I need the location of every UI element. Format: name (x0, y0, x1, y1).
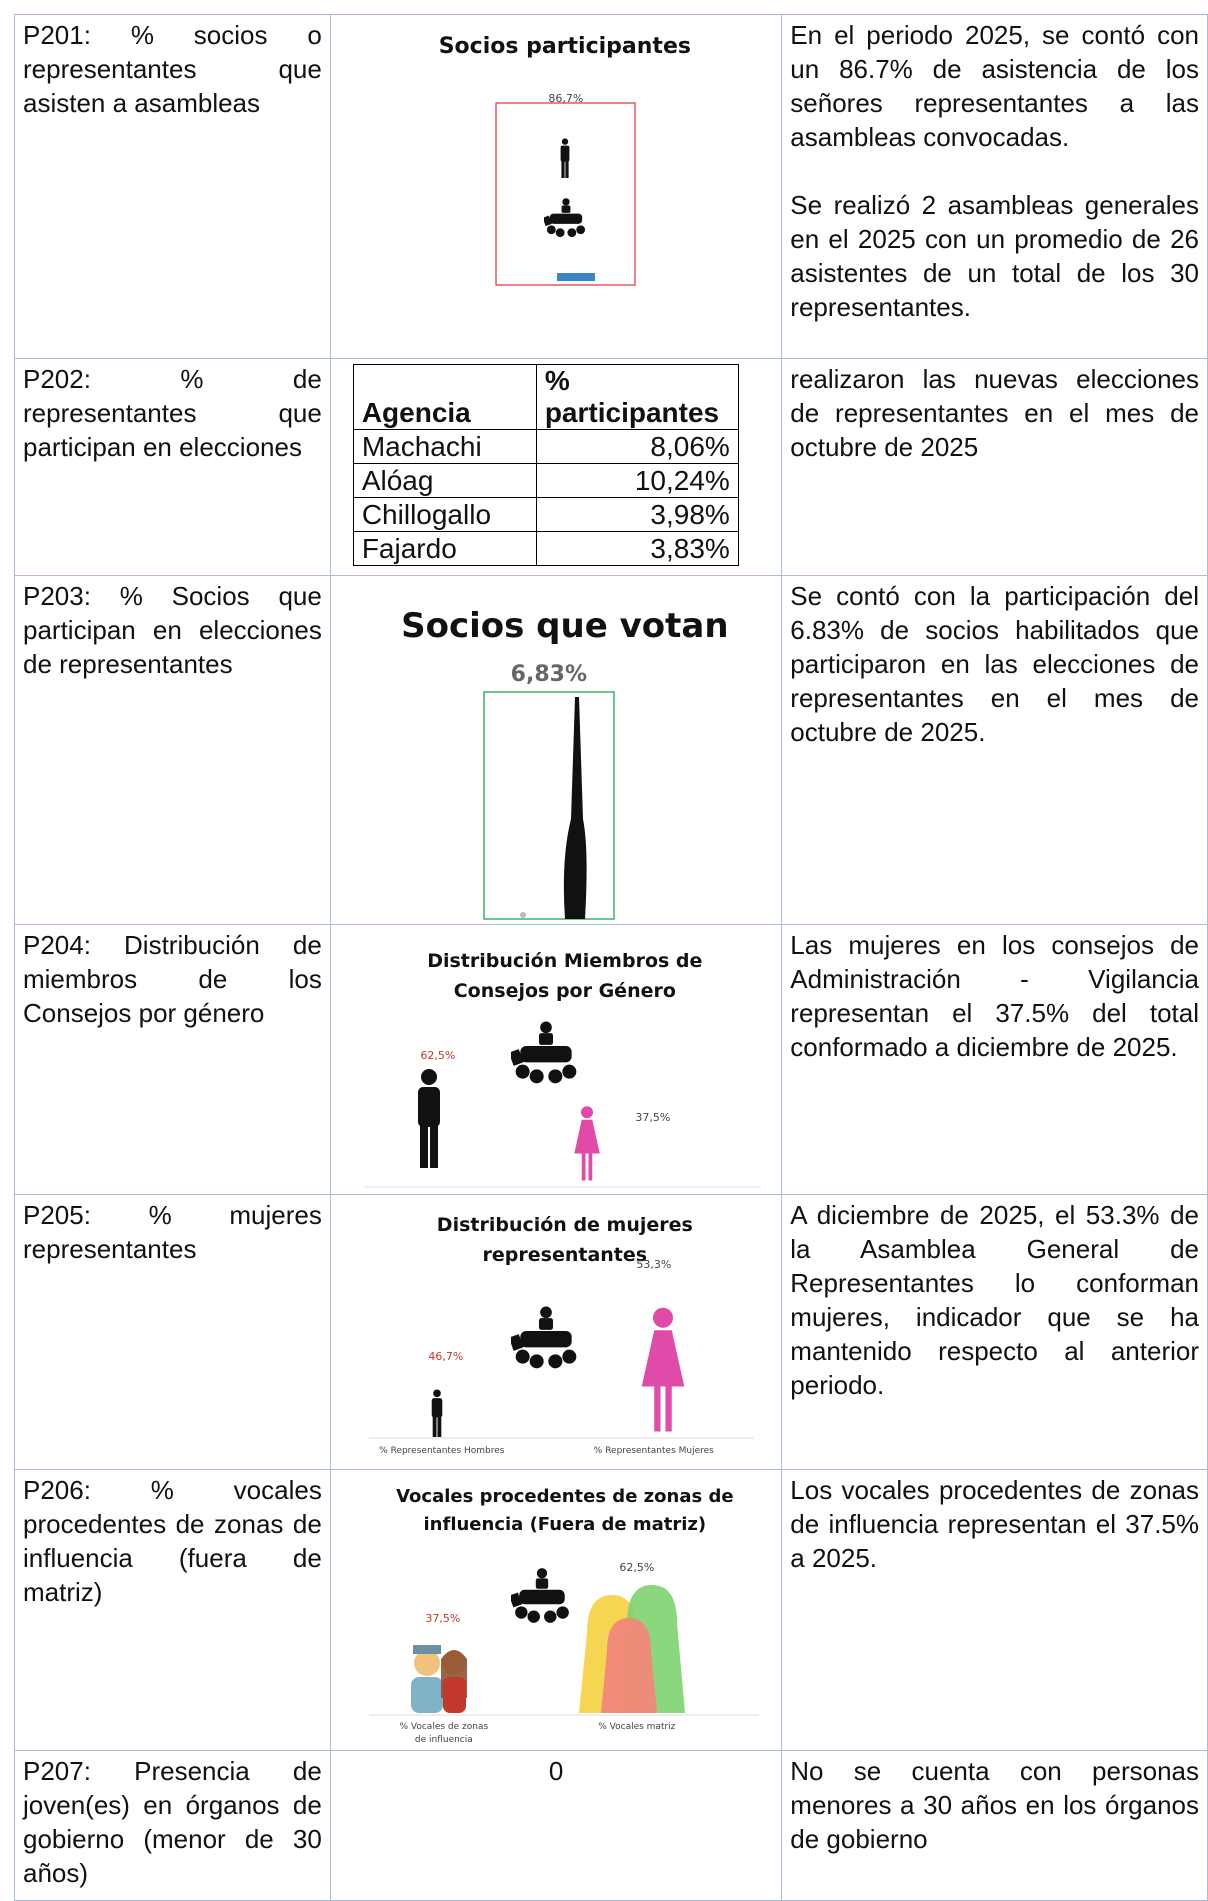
row: P203: % Socios que participan en eleccio… (14, 575, 1208, 925)
icon (641, 1307, 685, 1432)
chart-title: Distribución Miembros de Consejos por Gé… (427, 950, 703, 1002)
chart: Vocales procedentes de zonas de influenc… (339, 1473, 773, 1750)
icon (574, 1106, 600, 1181)
comment: A diciembre de 2025, el 53.3% de la Asam… (781, 1194, 1208, 1470)
page: P201: % socios o representantes que asis… (14, 14, 1208, 1901)
chart-title: Distribución de mujeres representantes (436, 1214, 693, 1266)
shape (413, 1650, 440, 1676)
indicator: P206: % vocales procedentes de zonas de … (14, 1469, 331, 1751)
comment: realizaron las nuevas elecciones de repr… (781, 358, 1208, 576)
data-row: Machachi 8,06% (352, 429, 739, 464)
comment: Los vocales procedentes de zonas de infl… (781, 1469, 1208, 1751)
category-label: % Representantes Mujeres (593, 1446, 714, 1456)
chart: Socios que votan 6,83% (339, 579, 773, 924)
indicator-table: P201: % socios o representantes que asis… (14, 14, 1208, 1901)
chart-cell: Socios participantes 86,7% (329, 14, 783, 359)
indicator: P204: Distribución de miembros de los Co… (14, 924, 331, 1195)
icon (510, 1306, 577, 1369)
agency: Alóag (352, 463, 537, 498)
comment: No se cuenta con personas menores a 30 a… (781, 1750, 1208, 1901)
chart-cell: Vocales procedentes de zonas de influenc… (329, 1469, 783, 1751)
value-label: 53,3% (636, 1258, 672, 1271)
percent: 10,24% (535, 463, 739, 498)
row: P204: Distribución de miembros de los Co… (14, 924, 1208, 1195)
row: P205: % mujeres representantes Distribuc… (14, 1194, 1208, 1470)
row: P202: % de representantes que participan… (14, 358, 1208, 576)
category-label: % Vocales matriz (598, 1722, 676, 1732)
row: P206: % vocales procedentes de zonas de … (14, 1469, 1208, 1751)
chart-cell: Distribución de mujeres representantes 4… (329, 1194, 783, 1470)
value-label: 37,5% (425, 1612, 461, 1625)
paragraph: Se realizó 2 asambleas generales en el 2… (790, 190, 1199, 322)
shape (483, 691, 615, 920)
chart: Distribución Miembros de Consejos por Gé… (339, 928, 773, 1194)
chart-cell: Distribución Miembros de Consejos por Gé… (329, 924, 783, 1195)
agency: Chillogallo (352, 497, 537, 532)
shape (410, 1677, 443, 1713)
row: P207: Presencia de joven(es) en órganos … (14, 1750, 1208, 1901)
value-label: 46,7% (428, 1350, 464, 1363)
data-row: Fajardo 3,83% (352, 531, 739, 566)
row: P201: % socios o representantes que asis… (14, 14, 1208, 359)
value-label: 62,5% (619, 1561, 655, 1574)
shape (495, 102, 636, 286)
shape (563, 697, 587, 919)
table-cell: Agencia% participantes Machachi 8,06% Aló… (329, 358, 783, 576)
icon (431, 1389, 443, 1437)
percent: 3,98% (535, 497, 739, 532)
comment: Se contó con la participación del 6.83% … (781, 575, 1208, 925)
comment: En el periodo 2025, se contó con un 86.7… (781, 14, 1208, 359)
indicator: P203: % Socios que participan en eleccio… (14, 575, 331, 925)
category-label: % Vocales de zonas de influencia (399, 1722, 489, 1745)
header: Agencia (352, 364, 537, 430)
value-label: 37,5% (635, 1111, 671, 1124)
agency: Fajardo (352, 531, 537, 566)
chart-title: Socios que votan (401, 606, 729, 646)
shape (519, 912, 526, 918)
shape (442, 1677, 466, 1713)
header-row: Agencia% participantes (352, 364, 739, 430)
indicator: P205: % mujeres representantes (14, 1194, 331, 1470)
data-row: Alóag 10,24% (352, 463, 739, 498)
chart-title: Socios participantes (438, 34, 691, 59)
indicator: P202: % de representantes que participan… (14, 358, 331, 576)
icon (510, 1021, 577, 1084)
chart-graphic (368, 1568, 759, 1716)
data-row: Chillogallo 3,98% (352, 497, 739, 532)
chart-cell: Socios que votan 6,83% (329, 575, 783, 925)
percent: 8,06% (535, 429, 739, 464)
chart: Distribución de mujeres representantes 4… (339, 1198, 773, 1469)
value-label: 86,7% (548, 92, 584, 105)
indicator: P201: % socios o representantes que asis… (14, 14, 331, 359)
icon (417, 1069, 440, 1168)
value: 0 (329, 1750, 783, 1901)
shape (556, 273, 595, 281)
indicator: P207: Presencia de joven(es) en órganos … (14, 1750, 331, 1901)
icon (510, 1568, 569, 1623)
chart-graphic (495, 102, 636, 286)
comment: Las mujeres en los consejos de Administr… (781, 924, 1208, 1195)
agency-table: Agencia% participantes Machachi 8,06% Aló… (352, 364, 739, 566)
value-label: 62,5% (420, 1049, 456, 1062)
shape (412, 1645, 441, 1654)
chart: Socios participantes 86,7% (339, 18, 773, 354)
chart-title: Vocales procedentes de zonas de influenc… (396, 1486, 734, 1535)
chart-graphic (363, 1021, 761, 1188)
paragraph: En el periodo 2025, se contó con un 86.7… (790, 20, 1199, 152)
category-label: % Representantes Hombres (379, 1446, 505, 1456)
shape (600, 1618, 657, 1713)
percent: 3,83% (535, 531, 739, 566)
chart-graphic (483, 691, 615, 920)
agency: Machachi (352, 429, 537, 464)
value-label: 6,83% (510, 662, 587, 687)
agency-table-wrap: Agencia% participantes Machachi 8,06% Aló… (339, 362, 773, 575)
header: % participantes (535, 364, 739, 430)
chart-graphic (368, 1306, 754, 1439)
